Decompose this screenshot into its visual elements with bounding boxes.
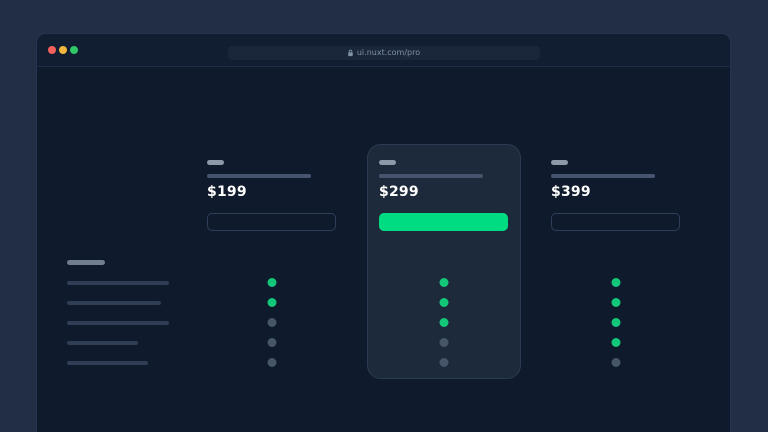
tier-feature-dots bbox=[611, 278, 620, 367]
feature-included-dot bbox=[611, 278, 620, 287]
tier-price: $199 bbox=[207, 184, 247, 200]
tier-feature-dots bbox=[439, 278, 448, 367]
tier-description-skeleton bbox=[379, 174, 483, 178]
feature-row-skeleton bbox=[67, 361, 148, 365]
feature-excluded-dot bbox=[611, 358, 620, 367]
features-heading-skeleton bbox=[67, 260, 105, 265]
address-bar[interactable]: ui.nuxt.com/pro bbox=[227, 46, 540, 60]
feature-included-dot bbox=[439, 318, 448, 327]
pricing-tier-3: $399 bbox=[551, 66, 680, 376]
tier-cta-button[interactable] bbox=[207, 213, 336, 231]
tier-cta-button[interactable] bbox=[551, 213, 680, 231]
browser-window: ui.nuxt.com/pro $199 $299 bbox=[36, 33, 731, 432]
tier-name-skeleton bbox=[207, 160, 224, 165]
feature-included-dot bbox=[611, 338, 620, 347]
feature-row-skeleton bbox=[67, 321, 169, 325]
feature-excluded-dot bbox=[267, 358, 276, 367]
tier-name-skeleton bbox=[551, 160, 568, 165]
tier-feature-dots bbox=[267, 278, 276, 367]
feature-excluded-dot bbox=[439, 358, 448, 367]
tier-cta-button[interactable] bbox=[379, 213, 508, 231]
feature-included-dot bbox=[267, 298, 276, 307]
tier-description-skeleton bbox=[207, 174, 311, 178]
tier-description-skeleton bbox=[551, 174, 655, 178]
minimize-window-button[interactable] bbox=[59, 46, 67, 54]
feature-included-dot bbox=[611, 298, 620, 307]
window-controls bbox=[48, 34, 78, 66]
browser-titlebar: ui.nuxt.com/pro bbox=[37, 34, 730, 67]
tier-price: $399 bbox=[551, 184, 591, 200]
close-window-button[interactable] bbox=[48, 46, 56, 54]
pricing-tier-2: $299 bbox=[379, 66, 508, 376]
maximize-window-button[interactable] bbox=[70, 46, 78, 54]
feature-included-dot bbox=[439, 298, 448, 307]
url-text: ui.nuxt.com/pro bbox=[356, 48, 421, 57]
feature-excluded-dot bbox=[267, 338, 276, 347]
feature-included-dot bbox=[267, 278, 276, 287]
feature-row-skeleton bbox=[67, 301, 161, 305]
pricing-tier-1: $199 bbox=[207, 66, 336, 376]
pricing-page: $199 $299 $399 bbox=[37, 66, 730, 432]
feature-included-dot bbox=[611, 318, 620, 327]
lock-icon bbox=[347, 49, 354, 57]
feature-excluded-dot bbox=[439, 338, 448, 347]
feature-excluded-dot bbox=[267, 318, 276, 327]
feature-row-skeleton bbox=[67, 281, 169, 285]
feature-included-dot bbox=[439, 278, 448, 287]
tier-name-skeleton bbox=[379, 160, 396, 165]
feature-row-skeleton bbox=[67, 341, 138, 345]
tier-price: $299 bbox=[379, 184, 419, 200]
